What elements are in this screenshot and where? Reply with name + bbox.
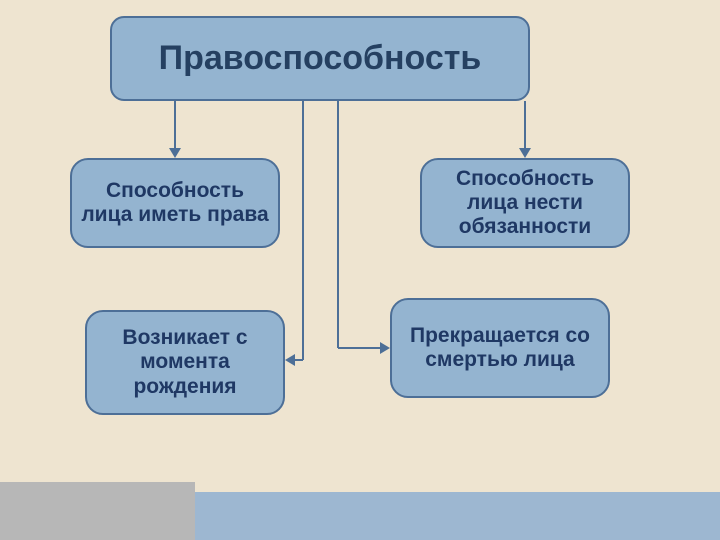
box-ability-rights-text: Способность лица иметь права <box>80 179 270 227</box>
box-from-birth: Возникает с момента рождения <box>85 310 285 415</box>
box-until-death-text: Прекращается со смертью лица <box>400 324 600 372</box>
box-until-death: Прекращается со смертью лица <box>390 298 610 398</box>
box-from-birth-text: Возникает с момента рождения <box>95 326 275 398</box>
box-ability-duties-text: Способность лица нести обязанности <box>430 167 620 239</box>
diagram-stage: Правоспособность Способность лица иметь … <box>0 0 720 540</box>
footer-bar-blue <box>195 492 720 540</box>
footer-bar-gray <box>0 482 195 540</box>
box-ability-duties: Способность лица нести обязанности <box>420 158 630 248</box>
title-box: Правоспособность <box>110 16 530 101</box>
box-ability-rights: Способность лица иметь права <box>70 158 280 248</box>
title-text: Правоспособность <box>159 39 482 78</box>
